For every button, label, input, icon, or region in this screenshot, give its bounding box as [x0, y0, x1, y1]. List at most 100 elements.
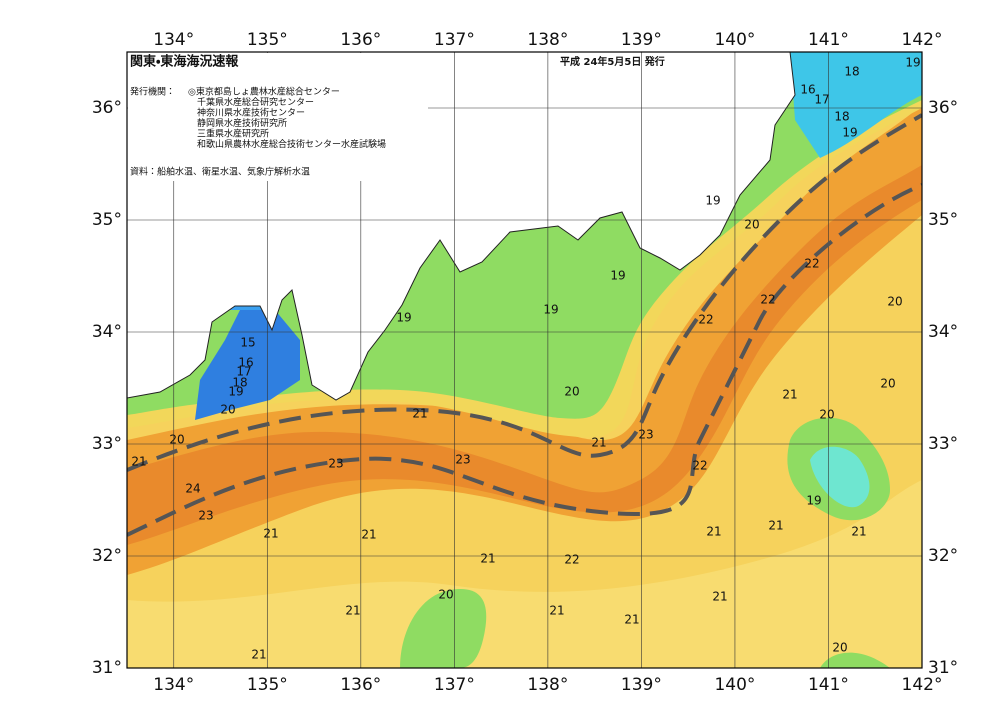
contour-label: 19: [806, 494, 821, 508]
kuroshio-axis-north: [127, 113, 922, 472]
lon-label-bottom: 134°: [153, 675, 194, 695]
lon-label-top: 139°: [621, 30, 662, 50]
contour-label: 18: [844, 65, 859, 79]
contour-label: 21: [851, 525, 866, 539]
contour-label: 20: [819, 408, 834, 422]
lat-label-right: 36°: [928, 98, 958, 118]
lat-label-right: 31°: [928, 658, 958, 678]
contour-label: 19: [228, 385, 243, 399]
lon-label-bottom: 142°: [902, 675, 943, 695]
lat-label-left: 36°: [92, 98, 122, 118]
kuroshio-core: [127, 165, 922, 545]
contour-label: 19: [543, 303, 558, 317]
contour-label: 21: [782, 388, 797, 402]
contour-label: 21: [706, 525, 721, 539]
kuroshio-axis-south: [127, 183, 922, 537]
lon-label-top: 141°: [808, 30, 849, 50]
contour-label: 18: [834, 110, 849, 124]
contour-label: 24: [185, 482, 200, 496]
lat-label-left: 35°: [92, 210, 122, 230]
cold-eddy-core: [810, 446, 870, 508]
contour-label: 21: [263, 527, 278, 541]
map-frame: [126, 51, 923, 669]
lon-label-top: 136°: [340, 30, 381, 50]
lon-label-top: 138°: [527, 30, 568, 50]
issuer-label: 発行機関：: [130, 86, 175, 98]
lat-label-right: 35°: [928, 210, 958, 230]
lat-label-right: 34°: [928, 322, 958, 342]
contour-label: 19: [905, 56, 920, 70]
lat-label-right: 33°: [928, 434, 958, 454]
contour-label: 23: [455, 453, 470, 467]
contour-label: 19: [842, 126, 857, 140]
issuer-list: ◎東京都島しょ農林水産総合センター千葉県水産総合研究センター神奈川県水産技術セン…: [188, 86, 386, 151]
issuer: ◎東京都島しょ農林水産総合センター: [188, 86, 340, 98]
contour-label: 15: [240, 336, 255, 350]
grid: [127, 52, 922, 668]
lat-label-left: 33°: [92, 434, 122, 454]
contour-label: 21: [624, 613, 639, 627]
contour-label: 21: [345, 604, 360, 618]
contour-label: 22: [692, 459, 707, 473]
info-box: [128, 53, 428, 181]
contour-label: 19: [610, 269, 625, 283]
contour-label: 16: [800, 83, 815, 97]
lon-label-bottom: 138°: [527, 675, 568, 695]
contour-label: 21: [768, 519, 783, 533]
lon-label-top: 134°: [153, 30, 194, 50]
contour-label: 22: [804, 257, 819, 271]
contour-label: 22: [564, 553, 579, 567]
contour-label: 20: [564, 385, 579, 399]
issuer: 千葉県水産総合研究センター: [197, 96, 314, 108]
lon-label-bottom: 139°: [621, 675, 662, 695]
cold-water-ne: [790, 52, 922, 158]
issuer: 神奈川県水産技術センター: [197, 107, 305, 119]
contour-label: 22: [760, 293, 775, 307]
axes: 134° 134° 135° 135° 136° 136° 137° 137° 138° 138°…: [92, 30, 958, 695]
issuer: 静岡県水産技術研究所: [197, 117, 287, 129]
contour-label: 21: [591, 436, 606, 450]
cold-spot-se: [820, 652, 890, 668]
lon-label-top: 137°: [434, 30, 475, 50]
sea-cooler: [127, 480, 922, 668]
contour-label: 21: [251, 648, 266, 662]
issuer: 三重県水産研究所: [197, 128, 269, 140]
contour-label: 21: [480, 552, 495, 566]
contour-label: 20: [220, 403, 235, 417]
lon-label-bottom: 137°: [434, 675, 475, 695]
issuer: 和歌山県農林水産総合技術センター水産試験場: [197, 138, 386, 150]
contour-label: 19: [396, 311, 411, 325]
contour-label: 23: [328, 457, 343, 471]
lon-label-bottom: 141°: [808, 675, 849, 695]
lat-label-left: 31°: [92, 658, 122, 678]
lon-label-top: 135°: [247, 30, 288, 50]
source: 資料：船舶水温、衛星水温、気象庁解析水温: [130, 166, 310, 178]
contour-label: 23: [198, 509, 213, 523]
issue-date: 平成 24年5月5日 発行: [560, 55, 665, 68]
contour-label: 20: [880, 377, 895, 391]
contour-label: 18: [232, 376, 247, 390]
contour-label: 21: [361, 528, 376, 542]
lon-label-bottom: 140°: [714, 675, 755, 695]
contour-label: 21: [131, 455, 146, 469]
contour-label: 17: [236, 365, 251, 379]
contour-label: 21: [712, 590, 727, 604]
contour-label: 20: [744, 218, 759, 232]
lat-label-left: 34°: [92, 322, 122, 342]
contour-label: 20: [169, 433, 184, 447]
contour-label: 20: [887, 295, 902, 309]
lon-label-top: 140°: [714, 30, 755, 50]
lat-label-right: 32°: [928, 546, 958, 566]
contour-label: 20: [438, 588, 453, 602]
contour-label: 20: [832, 641, 847, 655]
lon-label-top: 142°: [902, 30, 943, 50]
cold-water-bay: [195, 310, 300, 420]
title: 関東・東海海況速報: [130, 54, 239, 70]
lat-label-left: 32°: [92, 546, 122, 566]
contour-label: 21: [549, 604, 564, 618]
contour-label: 21: [412, 407, 427, 421]
lon-label-bottom: 135°: [247, 675, 288, 695]
contour-label: 16: [238, 356, 253, 370]
contour-label: 19: [705, 194, 720, 208]
